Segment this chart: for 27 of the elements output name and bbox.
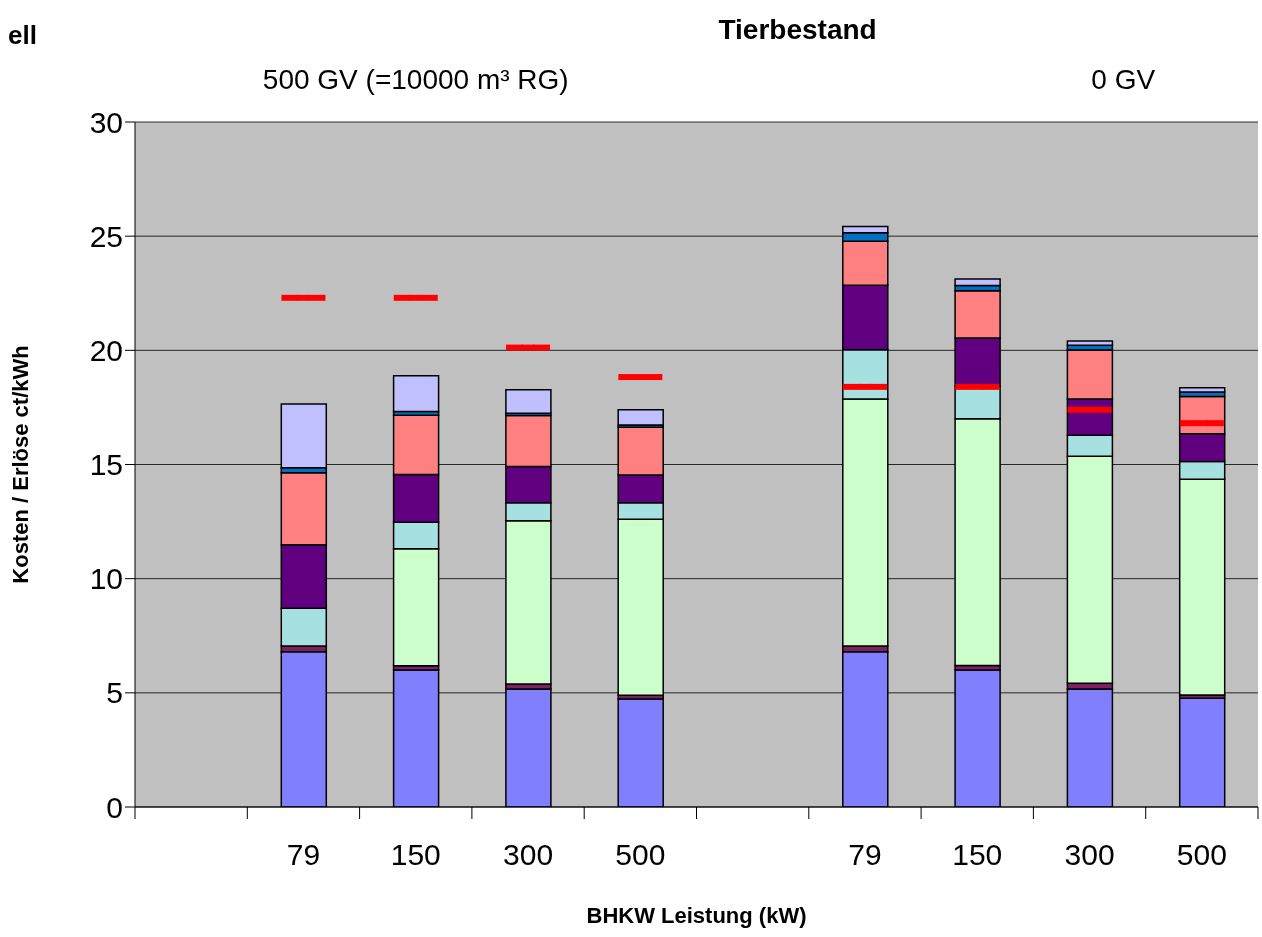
x-tick-label: 150: [390, 838, 441, 871]
x-tick-label: 79: [848, 838, 882, 871]
bar: [617, 408, 664, 426]
bar: [392, 374, 440, 413]
text: ell: [8, 20, 37, 51]
bar: [505, 389, 552, 414]
y-tick-label: 0: [106, 790, 123, 824]
text: 0 GV: [1091, 64, 1156, 96]
x-tick-label: 150: [952, 838, 1003, 871]
y-tick-label: 20: [89, 333, 123, 367]
bar: [954, 278, 1001, 287]
y-tick-label: 5: [106, 676, 123, 710]
y-tick-label: 25: [89, 219, 123, 253]
x-tick-label: 500: [615, 838, 666, 871]
y-tick-label: 30: [89, 105, 123, 139]
x-tick-label: 300: [1064, 838, 1115, 871]
y-axis-title: Kosten / Erlöse ct/kWh: [7, 345, 33, 584]
y-tick-label: 15: [89, 448, 123, 482]
bar: [1066, 340, 1114, 347]
x-tick-label: 300: [503, 838, 554, 871]
x-tick-label: 500: [1176, 838, 1227, 871]
bar: [1178, 387, 1226, 393]
y-tick-label: 10: [89, 562, 123, 596]
chart-title: Tierbestand: [718, 14, 877, 46]
text: 500 GV (=10000 m³ RG): [262, 64, 569, 96]
x-tick-label: 79: [286, 838, 321, 871]
x-axis-title: BHKW Leistung (kW): [586, 903, 807, 928]
